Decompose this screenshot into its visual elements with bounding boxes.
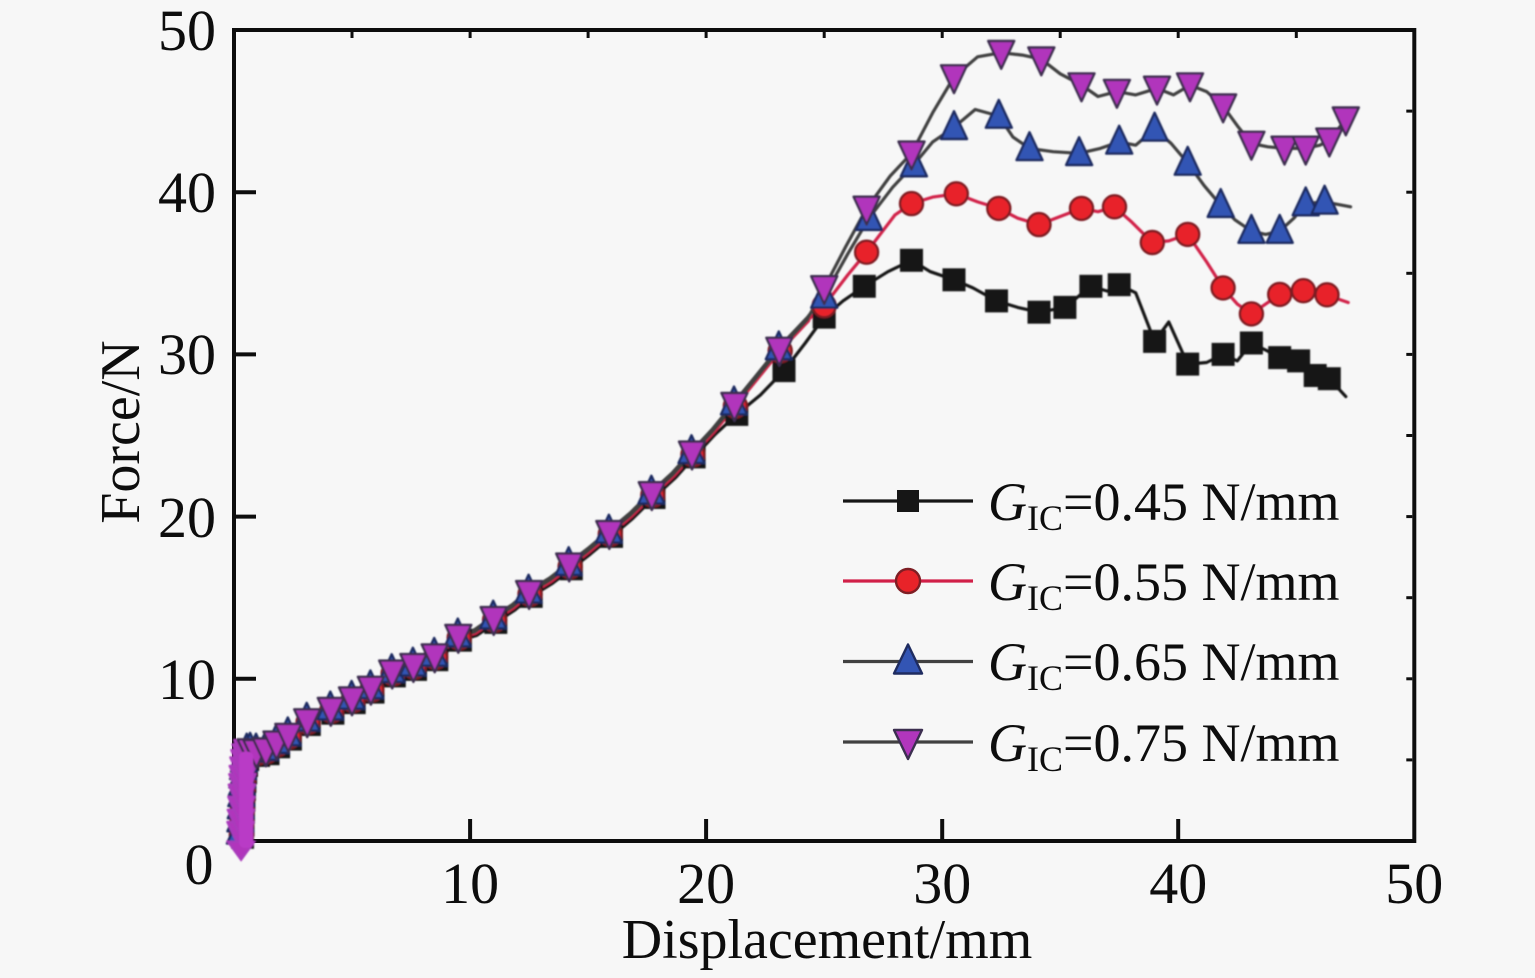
svg-text:Displacement/mm: Displacement/mm [622, 909, 1033, 971]
svg-text:GIC=0.55 N/mm: GIC=0.55 N/mm [988, 552, 1339, 618]
svg-text:40: 40 [158, 160, 216, 225]
svg-text:40: 40 [1149, 851, 1207, 916]
svg-text:20: 20 [677, 851, 735, 916]
svg-text:0: 0 [185, 832, 214, 897]
svg-text:50: 50 [1385, 851, 1443, 916]
svg-text:Force/N: Force/N [90, 340, 152, 524]
svg-text:30: 30 [158, 322, 216, 387]
svg-text:20: 20 [158, 485, 216, 550]
svg-text:10: 10 [441, 851, 499, 916]
svg-text:30: 30 [913, 851, 971, 916]
svg-text:GIC=0.65 N/mm: GIC=0.65 N/mm [988, 632, 1339, 698]
svg-text:GIC=0.45 N/mm: GIC=0.45 N/mm [988, 472, 1339, 538]
svg-text:GIC=0.75 N/mm: GIC=0.75 N/mm [988, 713, 1339, 779]
svg-text:10: 10 [158, 647, 216, 712]
svg-text:50: 50 [158, 0, 216, 63]
